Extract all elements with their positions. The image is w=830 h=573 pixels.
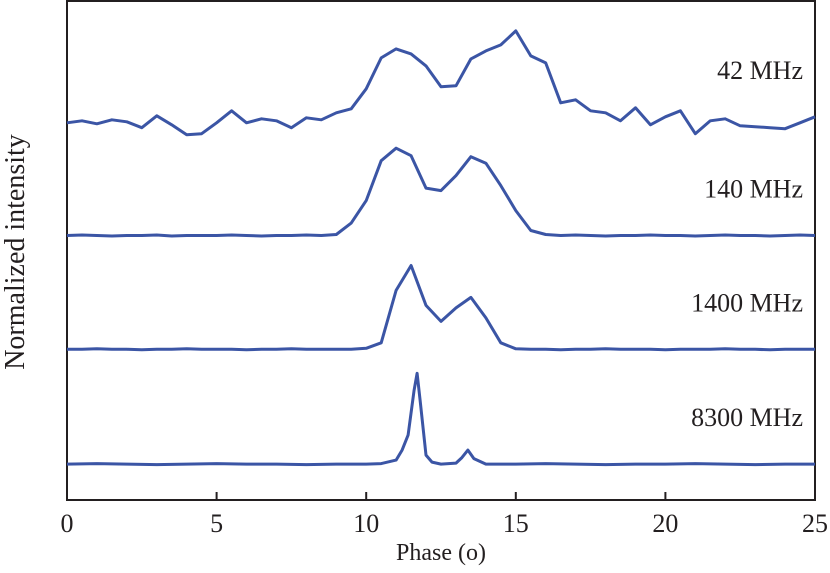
series-label: 140 MHz xyxy=(704,175,803,204)
series-label: 42 MHz xyxy=(717,56,803,85)
series-label: 8300 MHz xyxy=(691,403,803,432)
x-tick-label: 0 xyxy=(61,509,74,538)
profile-line xyxy=(66,29,816,137)
x-axis-label: Phase (o) xyxy=(396,540,486,566)
profile-line xyxy=(67,264,815,352)
x-tick-label: 5 xyxy=(210,509,223,538)
y-axis-label: Normalized intensity xyxy=(0,134,31,370)
x-tick-label: 20 xyxy=(652,509,678,538)
profile-line xyxy=(66,146,816,238)
x-tick-label: 25 xyxy=(802,509,828,538)
x-tick-label: 15 xyxy=(503,509,529,538)
plot-frame xyxy=(66,0,816,501)
profile-line xyxy=(66,371,815,467)
series-label: 1400 MHz xyxy=(691,288,803,317)
x-tick-label: 10 xyxy=(353,509,379,538)
